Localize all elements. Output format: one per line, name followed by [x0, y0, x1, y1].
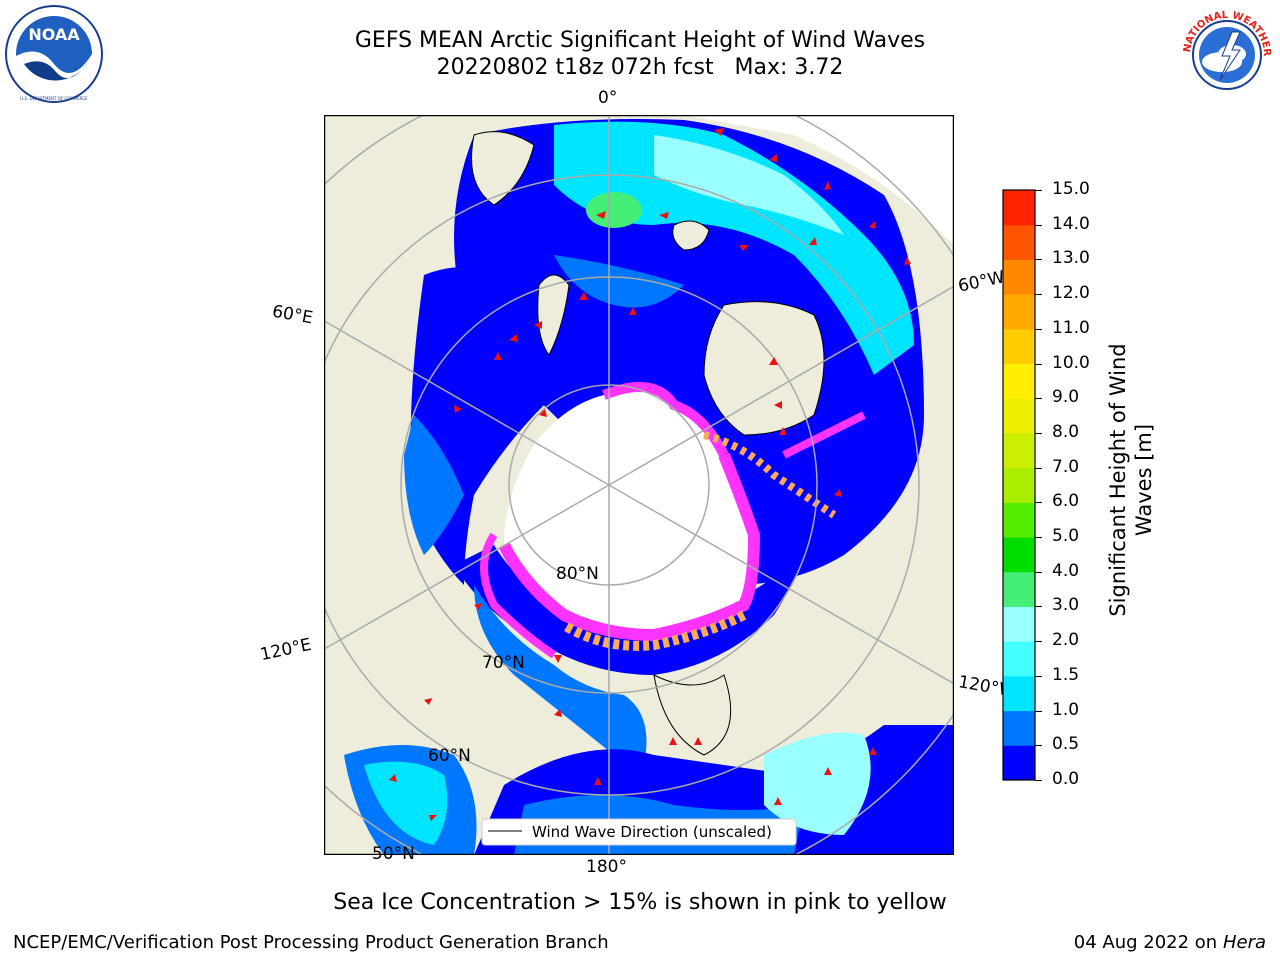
lat-label-70n: 70°N [482, 653, 525, 673]
polar-map: 80°N 70°N 60°N Wind Wave Direction (unsc… [324, 115, 954, 855]
lat-label-60n: 60°N [428, 746, 471, 766]
wind-wave-arrows [389, 128, 911, 821]
noaa-logo: NOAA U.S. DEPARTMENT OF COMMERCE [5, 5, 103, 103]
colorbar-tick-label: 10.0 [1052, 352, 1090, 373]
svg-text:U.S. DEPARTMENT OF COMMERCE: U.S. DEPARTMENT OF COMMERCE [20, 96, 88, 101]
colorbar-tick-label: 12.0 [1052, 283, 1090, 304]
lon-label-180: 180° [586, 857, 627, 877]
colorbar-segment [1003, 502, 1035, 538]
noaa-logo-text: NOAA [28, 25, 80, 44]
colorbar-tick-mark [1035, 224, 1042, 226]
colorbar-tick-mark [1035, 363, 1042, 365]
colorbar-segment [1003, 190, 1035, 226]
colorbar [1002, 189, 1036, 781]
colorbar-tick-mark [1035, 294, 1042, 296]
colorbar-segment [1003, 675, 1035, 712]
lon-label-60e: 60°E [270, 301, 315, 329]
colorbar-segment [1003, 641, 1035, 677]
colorbar-tick-mark [1035, 710, 1042, 712]
colorbar-segment [1003, 432, 1035, 469]
colorbar-tick-mark [1035, 190, 1042, 191]
graticule [324, 115, 954, 855]
colorbar-segment [1003, 259, 1035, 295]
lon-label-0: 0° [598, 88, 618, 108]
colorbar-tick-label: 8.0 [1052, 421, 1080, 442]
colorbar-tick-mark [1035, 745, 1042, 747]
lat-label-50n: 50°N [372, 844, 415, 864]
colorbar-tick-label: 7.0 [1052, 456, 1080, 477]
colorbar-segment [1003, 745, 1035, 781]
sea-ice-caption: Sea Ice Concentration > 15% is shown in … [333, 890, 947, 915]
colorbar-segment [1003, 363, 1035, 399]
lon-label-120e: 120°E [258, 634, 314, 666]
colorbar-tick-label: 1.5 [1052, 664, 1080, 685]
colorbar-tick-label: 0.5 [1052, 734, 1080, 755]
colorbar-tick-label: 4.0 [1052, 560, 1080, 581]
map-legend: Wind Wave Direction (unscaled) [481, 818, 797, 846]
ice-cap [504, 387, 754, 635]
colorbar-tick-label: 1.0 [1052, 699, 1080, 720]
colorbar-label: Significant Height of Wind Waves [m] [1106, 343, 1156, 617]
colorbar-tick-label: 2.0 [1052, 630, 1080, 651]
legend-label: Wind Wave Direction (unscaled) [532, 823, 772, 841]
footer-host: Hera [1222, 932, 1266, 953]
colorbar-tick-mark [1035, 675, 1042, 677]
colorbar-segment [1003, 537, 1035, 573]
colorbar-segment [1003, 710, 1035, 746]
colorbar-tick-label: 0.0 [1052, 769, 1080, 789]
plot-title: GEFS MEAN Arctic Significant Height of W… [354, 28, 926, 53]
colorbar-segment [1003, 467, 1035, 503]
colorbar-segment [1003, 328, 1035, 365]
colorbar-tick-mark [1035, 328, 1042, 330]
colorbar-segment [1003, 606, 1035, 642]
colorbar-segment [1003, 294, 1035, 330]
colorbar-tick-label: 13.0 [1052, 248, 1090, 269]
colorbar-tick-mark [1035, 606, 1042, 608]
colorbar-segment [1003, 398, 1035, 434]
colorbar-tick-mark [1035, 259, 1042, 261]
colorbar-tick-mark [1035, 502, 1042, 504]
colorbar-segment [1003, 571, 1035, 607]
lon-label-60w: 60°W [956, 267, 1007, 297]
colorbar-tick-label: 15.0 [1052, 179, 1090, 199]
colorbar-tick-mark [1035, 780, 1042, 781]
colorbar-tick-mark [1035, 432, 1042, 434]
colorbar-tick-label: 11.0 [1052, 317, 1090, 338]
colorbar-segment [1003, 224, 1035, 260]
colorbar-tick-mark [1035, 537, 1042, 539]
nws-logo: NATIONAL WEATHER SERVICE [1176, 4, 1276, 104]
colorbar-tick-mark [1035, 641, 1042, 643]
colorbar-tick-label: 3.0 [1052, 595, 1080, 616]
footer-org: NCEP/EMC/Verification Post Processing Pr… [13, 932, 609, 953]
lat-label-80n: 80°N [556, 564, 599, 584]
colorbar-tick-mark [1035, 467, 1042, 469]
footer-date: 04 Aug 2022 on Hera [1073, 932, 1266, 953]
colorbar-tick-label: 14.0 [1052, 213, 1090, 234]
colorbar-tick-label: 9.0 [1052, 387, 1080, 408]
plot-subtitle: 20220802 t18z 072h fcst Max: 3.72 [436, 55, 844, 80]
colorbar-tick-label: 6.0 [1052, 491, 1080, 512]
colorbar-tick-label: 5.0 [1052, 526, 1080, 547]
colorbar-tick-mark [1035, 398, 1042, 400]
map-frame [324, 115, 954, 855]
colorbar-tick-mark [1035, 571, 1042, 573]
